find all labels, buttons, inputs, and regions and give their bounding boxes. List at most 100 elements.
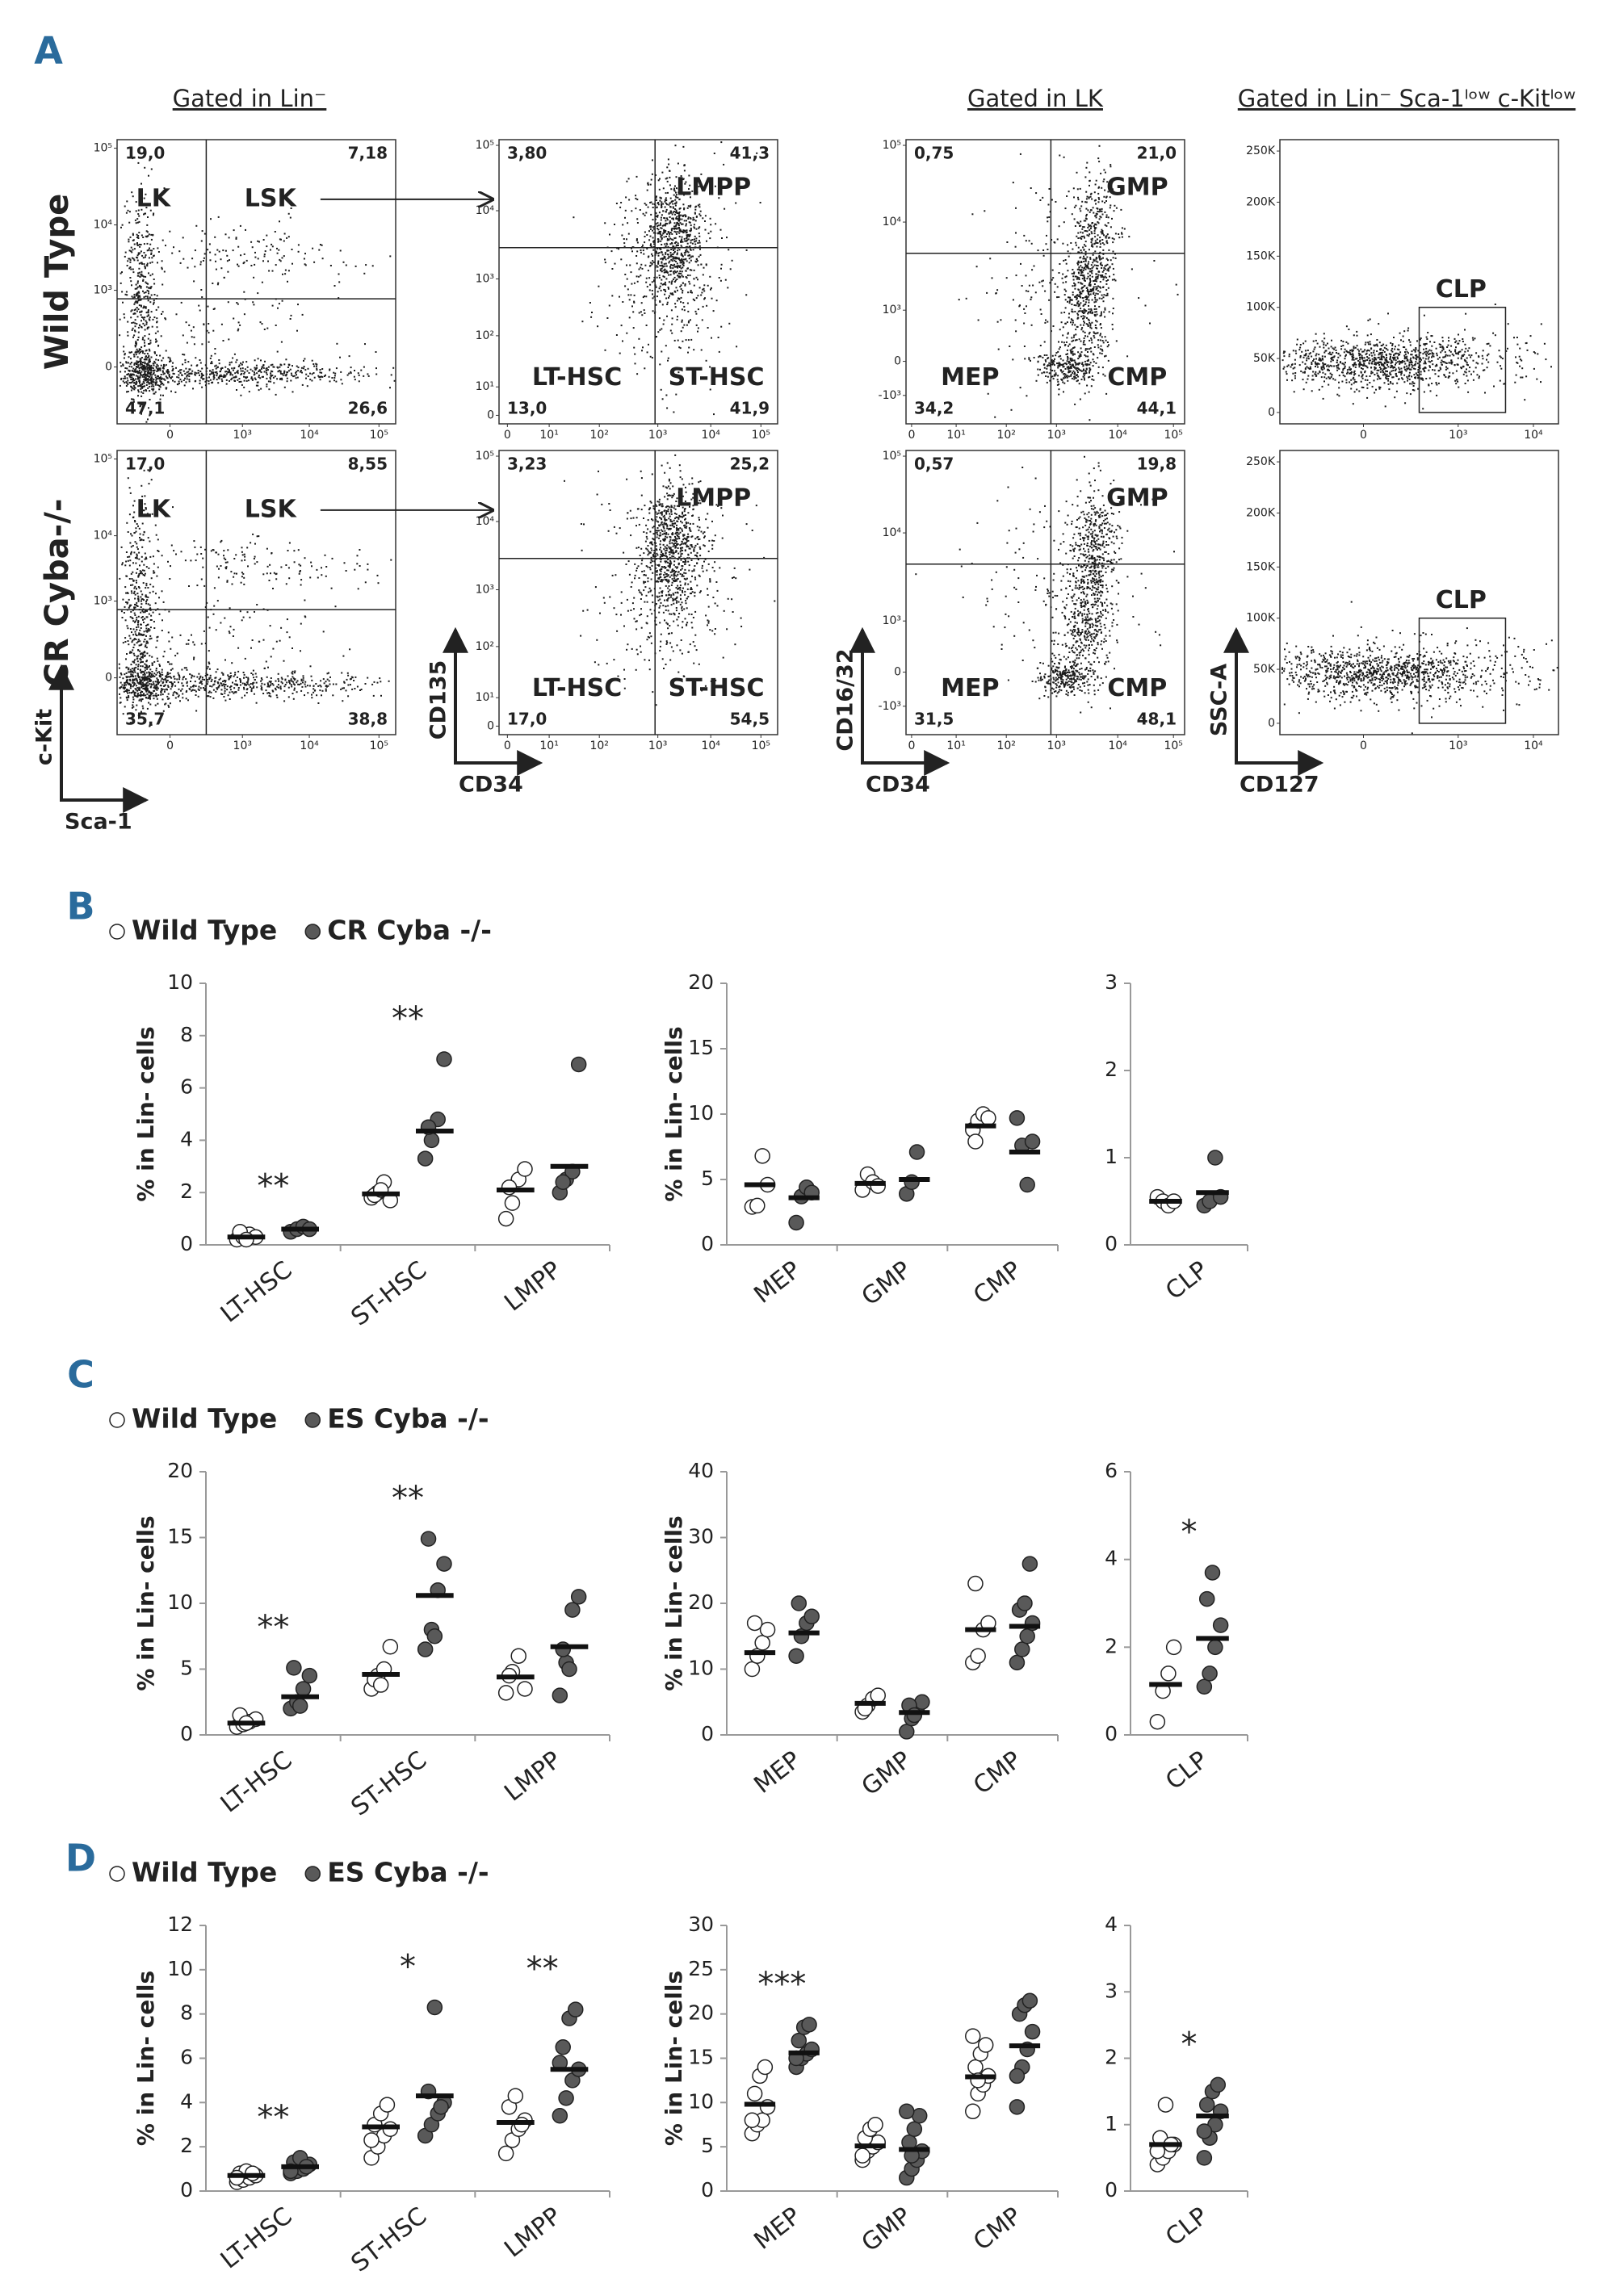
event-dot	[1107, 279, 1110, 281]
event-dot	[1077, 303, 1080, 305]
event-dot	[1521, 359, 1523, 362]
event-dot	[1091, 272, 1093, 274]
event-dot	[1078, 277, 1080, 279]
event-dot	[620, 258, 623, 261]
event-dot	[283, 255, 285, 258]
event-dot	[1080, 347, 1082, 350]
event-dot	[150, 385, 153, 388]
event-dot	[1096, 273, 1098, 275]
event-dot	[679, 207, 682, 209]
event-dot	[661, 270, 663, 272]
event-dot	[672, 264, 674, 266]
event-dot	[136, 294, 139, 296]
event-dot	[1043, 354, 1046, 356]
event-dot	[132, 271, 135, 274]
event-dot	[1090, 225, 1093, 228]
event-dot	[1089, 278, 1091, 279]
event-dot	[1434, 373, 1437, 375]
event-dot	[284, 269, 287, 271]
event-dot	[674, 225, 677, 228]
event-dot	[1042, 254, 1045, 257]
event-dot	[120, 365, 123, 367]
event-dot	[1110, 204, 1112, 207]
event-dot	[208, 383, 210, 385]
event-dot	[658, 252, 661, 254]
event-dot	[683, 252, 686, 254]
event-dot	[1370, 367, 1373, 369]
event-dot	[149, 342, 151, 345]
event-dot	[622, 340, 623, 342]
event-dot	[674, 303, 677, 305]
event-dot	[264, 250, 266, 253]
event-dot	[1073, 371, 1076, 374]
event-dot	[663, 236, 665, 238]
event-dot	[657, 260, 660, 262]
event-dot	[683, 207, 686, 209]
event-dot	[144, 329, 146, 331]
event-dot	[136, 257, 139, 259]
event-dot	[186, 375, 188, 378]
event-dot	[1084, 392, 1086, 395]
event-dot	[1391, 359, 1393, 362]
event-dot	[238, 378, 241, 380]
event-dot	[1073, 375, 1076, 378]
event-dot	[158, 597, 160, 599]
event-dot	[1381, 351, 1383, 354]
event-dot	[136, 244, 139, 246]
event-dot	[1375, 388, 1377, 391]
event-dot	[672, 239, 674, 241]
event-dot	[129, 403, 132, 404]
event-dot	[124, 377, 126, 379]
event-dot	[192, 388, 194, 390]
event-dot	[1484, 392, 1486, 394]
event-dot	[724, 207, 726, 210]
event-dot	[1406, 392, 1408, 395]
event-dot	[1361, 358, 1364, 360]
event-dot	[156, 363, 158, 366]
event-dot	[1076, 235, 1078, 237]
event-dot	[670, 242, 673, 244]
event-dot	[201, 386, 203, 388]
event-dot	[201, 296, 203, 298]
event-dot	[180, 369, 182, 371]
event-dot	[703, 287, 705, 290]
event-dot	[1060, 378, 1063, 380]
event-dot	[1037, 368, 1039, 371]
event-dot	[149, 555, 152, 558]
event-dot	[146, 378, 148, 380]
event-dot	[156, 317, 158, 320]
event-dot	[1090, 264, 1093, 266]
event-dot	[677, 276, 680, 279]
event-dot	[1466, 368, 1467, 371]
event-dot	[1065, 281, 1068, 283]
x-tick-label: 0	[908, 429, 915, 442]
event-dot	[640, 274, 642, 277]
event-dot	[1080, 296, 1082, 299]
event-dot	[138, 369, 141, 371]
event-dot	[1089, 285, 1092, 287]
event-dot	[675, 244, 677, 246]
event-dot	[1074, 353, 1076, 355]
event-dot	[215, 364, 217, 367]
quadrant-value: 0,75	[914, 144, 954, 163]
event-dot	[984, 210, 986, 212]
event-dot	[674, 306, 677, 308]
event-dot	[1478, 356, 1480, 358]
event-dot	[688, 221, 690, 224]
event-dot	[158, 368, 161, 371]
event-dot	[197, 371, 199, 374]
event-dot	[1464, 343, 1466, 346]
event-dot	[222, 376, 224, 379]
event-dot	[1101, 230, 1104, 232]
population-label: LMPP	[676, 173, 751, 201]
event-dot	[1384, 405, 1386, 408]
event-dot	[1332, 356, 1335, 358]
event-dot	[154, 332, 157, 334]
event-dot	[1420, 337, 1422, 339]
event-dot	[630, 294, 632, 296]
event-dot	[1088, 391, 1090, 393]
event-dot	[148, 272, 149, 274]
event-dot	[667, 258, 669, 260]
event-dot	[1387, 383, 1390, 385]
event-dot	[1436, 365, 1438, 367]
